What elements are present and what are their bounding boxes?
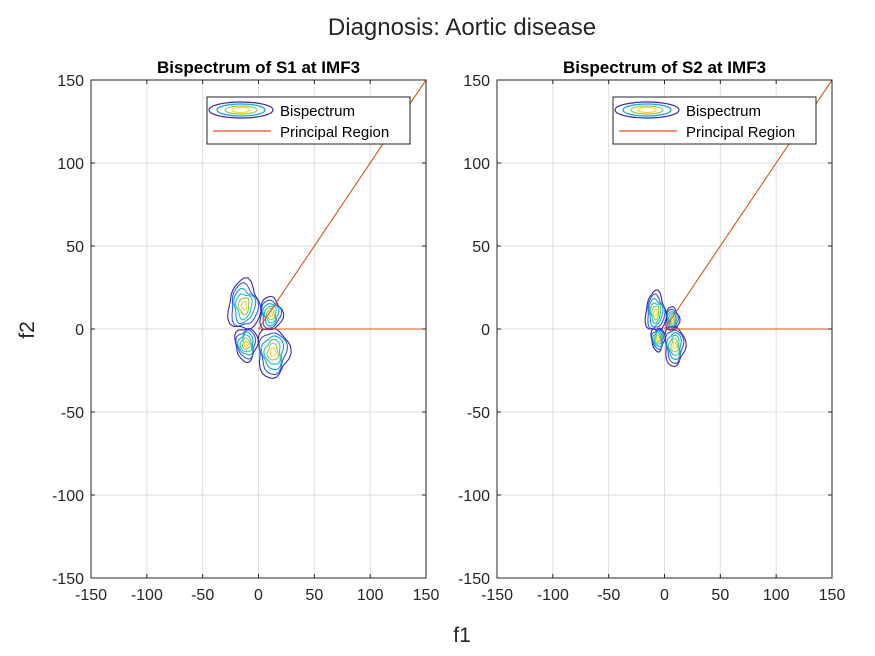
legend-contour-swatch [216, 103, 266, 117]
bispectrum-contour [260, 335, 285, 371]
bispectrum-contour [666, 311, 678, 328]
y-tick-label: 0 [481, 322, 490, 339]
panel-title: Bispectrum of S2 at IMF3 [563, 58, 766, 77]
bispectrum-contour [672, 341, 678, 350]
bispectrum-contour [227, 277, 262, 330]
y-tick-label: 0 [75, 322, 84, 339]
y-tick-label: 150 [57, 73, 84, 90]
x-tick-label: -50 [191, 587, 214, 604]
x-tick-label: 150 [819, 587, 846, 604]
legend-contour-swatch [622, 103, 672, 117]
bispectrum-contour [231, 282, 260, 327]
y-tick-label: 100 [57, 156, 84, 173]
y-tick-label: 50 [66, 239, 84, 256]
x-tick-label: -50 [597, 587, 620, 604]
legend: Bispectrum Principal Region [612, 96, 817, 145]
bispectrum-contour [652, 329, 663, 348]
legend-entry-bispectrum: Bispectrum [686, 103, 761, 120]
bispectrum-contour [258, 332, 289, 375]
y-tick-label: -50 [467, 405, 490, 422]
bispectrum-contour [235, 293, 253, 321]
y-tick-label: 100 [463, 156, 490, 173]
legend-entry-bispectrum: Bispectrum [280, 103, 355, 120]
x-tick-label: 150 [413, 587, 440, 604]
bispectrum-contour [239, 334, 253, 353]
bispectrum-contour [665, 306, 681, 331]
legend-entry-principal-region: Principal Region [280, 124, 389, 141]
legend-box [612, 96, 817, 145]
bispectrum-contour [651, 305, 660, 321]
panel-s1: -150 -100 -50 0 50 100 150 -150 -100 -50 0 50 100 150… [52, 58, 439, 604]
y-tick-label: -150 [458, 571, 490, 588]
bispectrum-contour [233, 287, 257, 325]
legend-contour-swatch [637, 106, 657, 114]
bispectrum-contour [266, 342, 280, 361]
bispectrum-contour [237, 297, 250, 316]
x-tick-label: -100 [131, 587, 163, 604]
bispectrum-contour [241, 337, 251, 351]
y-tick-label: -50 [61, 405, 84, 422]
panel-title: Bispectrum of S1 at IMF3 [157, 58, 360, 77]
y-tick-label: -100 [52, 488, 84, 505]
figure-suptitle: Diagnosis: Aortic disease [328, 14, 596, 41]
bispectrum-contour [259, 295, 285, 331]
bispectrum-contour [654, 334, 661, 344]
legend-box [206, 96, 411, 145]
x-tick-label: 100 [357, 587, 384, 604]
bispectrum-contour [647, 293, 666, 330]
panel-s2: -150 -100 -50 0 50 100 150 -150 -100 -50 0 50 100 150… [458, 58, 845, 604]
bispectrum-contour [237, 331, 254, 356]
bispectrum-contour [670, 337, 679, 353]
x-tick-label: 0 [660, 587, 669, 604]
y-tick-label: 150 [463, 73, 490, 90]
legend-entry-principal-region: Principal Region [686, 124, 795, 141]
legend-contour-swatch [208, 101, 274, 119]
legend-contour-swatch [231, 106, 251, 114]
x-tick-label: -150 [481, 587, 513, 604]
bispectrum-contour [666, 332, 682, 361]
bispectrum-contour [650, 328, 664, 351]
bispectrum-contour [263, 338, 281, 365]
x-tick-label: 50 [305, 587, 323, 604]
legend-contour-swatch [614, 101, 680, 119]
x-tick-label: -150 [75, 587, 107, 604]
x-axis-label: f1 [453, 624, 471, 647]
bispectrum-contour [668, 334, 680, 356]
y-axis-label: f2 [16, 321, 39, 339]
bispectrum-contour [653, 308, 658, 317]
bispectrum-contour [649, 302, 662, 325]
x-tick-label: 50 [711, 587, 729, 604]
bispectrum-contour [235, 329, 257, 360]
x-tick-label: 0 [254, 587, 263, 604]
y-tick-label: -100 [458, 488, 490, 505]
bispectrum-contour [265, 307, 275, 321]
x-tick-label: -100 [537, 587, 569, 604]
bispectrum-contour [243, 340, 249, 348]
legend-contour-swatch [630, 105, 664, 115]
bispectrum-contour [240, 300, 248, 311]
legend-contour-swatch [224, 105, 258, 115]
bispectrum-contour [648, 297, 664, 328]
bispectrum-contour [656, 336, 660, 342]
legend: Bispectrum Principal Region [206, 96, 411, 145]
y-tick-label: -150 [52, 571, 84, 588]
x-tick-label: 100 [763, 587, 790, 604]
y-tick-label: 50 [472, 239, 490, 256]
bispectrum-contour [257, 328, 292, 379]
bispectrum-contour [653, 331, 662, 345]
bispectrum-contour [269, 347, 277, 357]
